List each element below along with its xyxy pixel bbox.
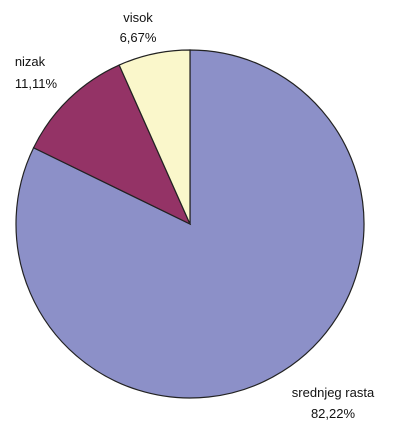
- slice-label-visok-percent: 6,67%: [120, 30, 157, 45]
- pie-slice-visok: [118, 49, 191, 225]
- slice-label-srednjeg-rasta-name: srednjeg rasta: [292, 385, 375, 400]
- slice-label-nizak-name: nizak: [15, 54, 46, 69]
- pie-slice-nizak: [32, 64, 192, 226]
- pie-slices: [15, 49, 365, 399]
- slice-label-visok-name: visok: [123, 10, 153, 25]
- slice-label-nizak-percent: 11,11%: [15, 76, 58, 91]
- slice-label-srednjeg-rasta-percent: 82,22%: [311, 406, 356, 421]
